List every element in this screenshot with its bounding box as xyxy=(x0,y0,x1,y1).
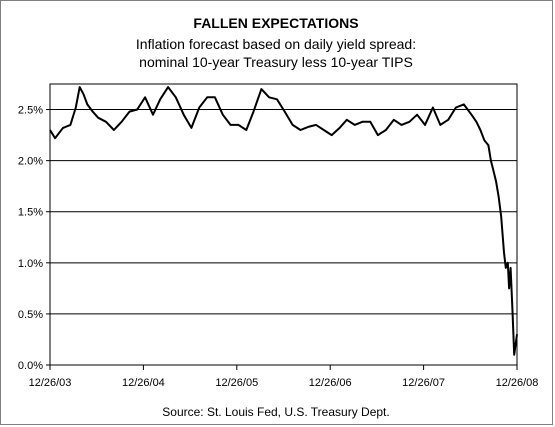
y-tick-label: 2.0% xyxy=(18,156,43,168)
chart-subtitle-line-1: Inflation forecast based on daily yield … xyxy=(136,36,416,52)
x-tick-label: 12/26/07 xyxy=(402,377,445,389)
x-axis-ticks: 12/26/03 12/26/04 12/26/05 12/26/06 12/26/07… xyxy=(29,365,539,389)
y-axis-ticks: 0.0% 0.5% 1.0% 1.5% 2.0% 2.5% xyxy=(18,105,50,372)
chart-source: Source: St. Louis Fed, U.S. Treasury Dep… xyxy=(162,405,389,419)
y-tick-label: 1.0% xyxy=(18,258,43,270)
x-tick-label: 12/26/08 xyxy=(496,377,539,389)
x-tick-label: 12/26/05 xyxy=(215,377,258,389)
series-layer xyxy=(49,86,518,356)
x-tick-label: 12/26/03 xyxy=(29,377,72,389)
chart-subtitle-line-2: nominal 10-year Treasury less 10-year TI… xyxy=(139,54,413,70)
series-line-0 xyxy=(49,86,518,356)
plot-area xyxy=(49,83,518,366)
y-tick-label: 1.5% xyxy=(18,207,43,219)
y-tick-label: 0.5% xyxy=(18,309,43,321)
x-tick-label: 12/26/06 xyxy=(309,377,352,389)
y-tick-label: 0.0% xyxy=(18,360,43,372)
chart-title: FALLEN EXPECTATIONS xyxy=(193,15,358,31)
y-tick-label: 2.5% xyxy=(18,105,43,117)
x-tick-label: 12/26/04 xyxy=(122,377,165,389)
gridlines xyxy=(50,109,517,315)
